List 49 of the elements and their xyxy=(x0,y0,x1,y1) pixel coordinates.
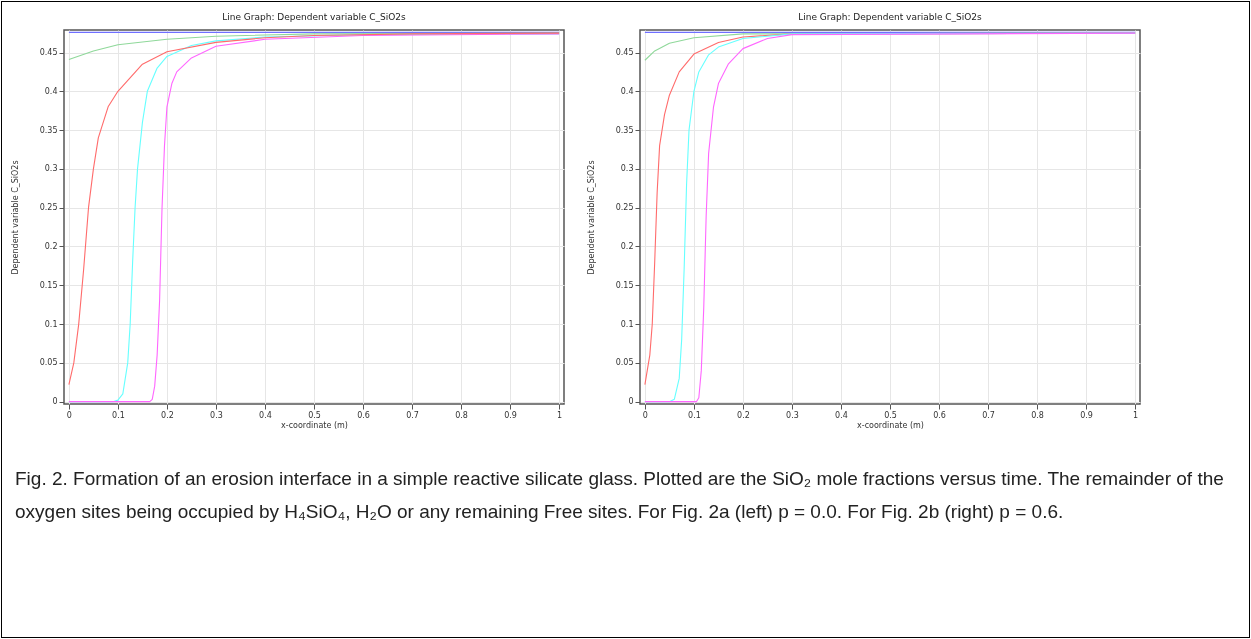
y-tick-label: 0.1 xyxy=(620,319,634,329)
x-tick-label: 0.5 xyxy=(884,410,897,420)
x-tick-label: 0.3 xyxy=(210,410,223,420)
y-tick-label: 0.25 xyxy=(39,203,58,213)
x-tick-label: 1 xyxy=(1133,410,1139,420)
y-tick-label: 0.4 xyxy=(44,86,58,96)
x-tick-label: 0 xyxy=(66,410,72,420)
y-axis-title: Dependent variable C_SiO2s xyxy=(586,160,596,275)
chart-title: Line Graph: Dependent variable C_SiO2s xyxy=(222,12,407,22)
caption: Fig. 2. Formation of an erosion interface in a simple reactive silicate glass. Plotted are the SiO₂ mole fractions versus time. The remainder of the oxygen sites being occupied by H₄SiO₄, H₂O or any remaining Free sites. For Fig. 2a (left) p = 0.0. For Fig. 2b (right) p = 0.6. xyxy=(15,467,1225,524)
y-tick-label: 0.05 xyxy=(39,358,58,368)
x-tick-label: 0.9 xyxy=(1080,410,1093,420)
x-tick-label: 0.9 xyxy=(504,410,517,420)
x-tick-label: 0.7 xyxy=(982,410,995,420)
chart-title: Line Graph: Dependent variable C_SiO2s xyxy=(798,12,983,22)
y-tick-label: 0.15 xyxy=(39,280,58,290)
y-tick-label: 0.15 xyxy=(615,280,634,290)
y-tick-label: 0.45 xyxy=(615,48,634,57)
x-tick-label: 0 xyxy=(642,410,648,420)
y-tick-label: 0.25 xyxy=(615,203,634,213)
x-tick-label: 1 xyxy=(557,410,563,420)
x-axis-title: x-coordinate (m) xyxy=(281,420,348,430)
x-tick-label: 0.4 xyxy=(259,410,272,420)
y-tick-label: 0 xyxy=(628,397,634,407)
x-tick-label: 0.1 xyxy=(688,410,701,420)
x-tick-label: 0.2 xyxy=(161,410,174,420)
y-axis-title: Dependent variable C_SiO2s xyxy=(10,160,20,275)
y-tick-label: 0.3 xyxy=(620,164,634,174)
y-tick-label: 0.35 xyxy=(615,125,634,135)
x-tick-label: 0.6 xyxy=(933,410,946,420)
y-tick-label: 0.45 xyxy=(39,48,58,57)
x-tick-label: 0.8 xyxy=(1031,410,1044,420)
y-tick-label: 0.3 xyxy=(44,164,58,174)
x-tick-label: 0.5 xyxy=(308,410,321,420)
x-tick-label: 0.1 xyxy=(112,410,125,420)
y-tick-label: 0.1 xyxy=(44,319,58,329)
y-tick-label: 0.4 xyxy=(620,86,634,96)
x-tick-label: 0.7 xyxy=(406,410,419,420)
x-tick-label: 0.3 xyxy=(786,410,799,420)
y-tick-label: 0.35 xyxy=(39,125,58,135)
x-tick-label: 0.6 xyxy=(357,410,370,420)
y-tick-label: 0.2 xyxy=(620,241,634,251)
y-tick-label: 0.2 xyxy=(44,241,58,251)
x-tick-label: 0.8 xyxy=(455,410,468,420)
x-tick-label: 0.4 xyxy=(835,410,848,420)
x-axis-title: x-coordinate (m) xyxy=(857,420,924,430)
x-tick-label: 0.2 xyxy=(737,410,750,420)
y-tick-label: 0 xyxy=(52,397,58,407)
y-tick-label: 0.05 xyxy=(615,358,634,368)
